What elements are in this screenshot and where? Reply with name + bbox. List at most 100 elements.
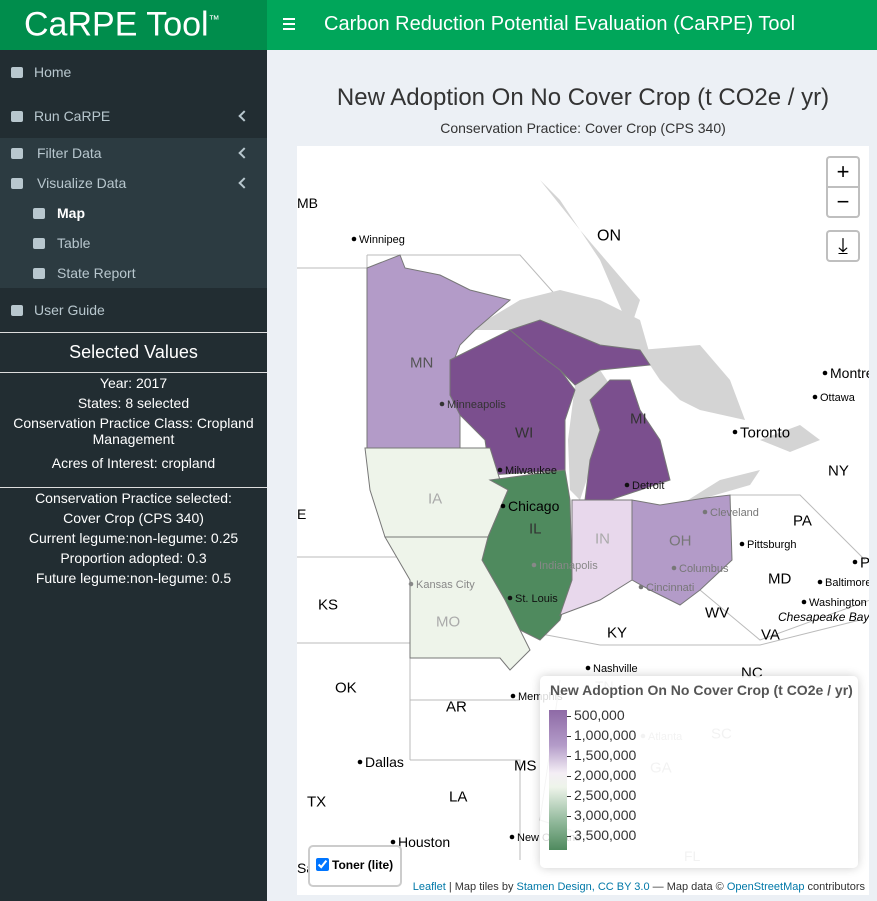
selected-line: Year: 2017 xyxy=(99,375,168,391)
city-dot xyxy=(500,503,506,509)
attribution-link[interactable]: Leaflet xyxy=(412,881,446,893)
layer-control[interactable]: Toner (lite) xyxy=(308,845,402,887)
city-dot xyxy=(638,584,644,590)
city-label: Detroit xyxy=(632,480,664,492)
city-label: Cincinnati xyxy=(646,582,694,594)
city-label: Houston xyxy=(398,834,450,850)
selected-line: Acres of Interest: cropland xyxy=(51,455,216,471)
legend-tick-mark xyxy=(567,716,571,717)
city-dot xyxy=(739,541,745,547)
legend: New Adoption On No Cover Crop (t CO2e / … xyxy=(540,676,858,868)
practice-line: Current legume:non-legume: 0.25 xyxy=(28,530,239,546)
city-label: Baltimore xyxy=(825,577,869,589)
legend-tick-label: 2,000,000 xyxy=(574,767,637,783)
region-label: TX xyxy=(307,793,326,810)
region-label: KY xyxy=(607,624,627,641)
menu-item[interactable]: Home xyxy=(34,64,72,80)
region-label: IN xyxy=(595,530,610,547)
attribution-link[interactable]: Stamen Design, CC BY 3.0 xyxy=(516,881,650,893)
city-dot xyxy=(702,509,708,515)
menu-item[interactable]: State Report xyxy=(57,265,136,281)
app-title: Carbon Reduction Potential Evaluation (C… xyxy=(324,13,796,35)
menu-item[interactable]: Filter Data xyxy=(37,145,102,161)
city-label: Toronto xyxy=(740,424,790,441)
menu-icon xyxy=(11,148,23,159)
practice-line: Future legume:non-legume: 0.5 xyxy=(35,570,232,586)
city-label: Columbus xyxy=(679,563,729,575)
region-label: OH xyxy=(669,532,692,549)
region-label: MD xyxy=(768,570,791,587)
menu-item[interactable]: User Guide xyxy=(34,302,105,318)
city-dot xyxy=(624,482,630,488)
legend-tick-mark xyxy=(567,736,571,737)
states xyxy=(364,254,733,671)
layer-name: Toner (lite) xyxy=(332,858,394,872)
layer-checkbox[interactable] xyxy=(316,858,329,871)
city-label: Ottawa xyxy=(820,392,856,404)
city-label: P xyxy=(860,554,869,571)
city-dot xyxy=(357,759,363,765)
city-dot xyxy=(585,665,591,671)
menu-item[interactable]: Map xyxy=(57,205,85,221)
divider xyxy=(0,332,267,333)
city-label: Montreal xyxy=(830,365,869,381)
menu-icon xyxy=(11,111,23,122)
city-label: Pittsburgh xyxy=(747,539,797,551)
attribution-text: — Map data © xyxy=(649,881,727,893)
state-mi xyxy=(508,319,671,501)
legend-tick-mark xyxy=(567,816,571,817)
legend-tick-mark xyxy=(567,796,571,797)
city-dot xyxy=(509,834,515,840)
city-dot xyxy=(507,595,513,601)
attribution-link[interactable]: OpenStreetMap xyxy=(726,881,805,893)
region-label: OK xyxy=(335,679,357,696)
menu-item[interactable]: Table xyxy=(57,235,91,251)
map-canvas: MB Winnipeg ON MN Minneapolis WI MI Milwaukee De… xyxy=(297,180,869,876)
region-label: E xyxy=(297,506,306,522)
city-label: Washington xyxy=(809,597,867,609)
zoom-out[interactable]: − xyxy=(826,186,860,218)
brand[interactable]: CaRPE Tool™ xyxy=(0,0,267,50)
menu-icon xyxy=(33,208,45,219)
attribution-text: contributors xyxy=(804,881,865,893)
city-dot xyxy=(671,565,677,571)
city-dot xyxy=(351,236,357,242)
download-button[interactable]: ⤓ xyxy=(826,230,860,262)
region-label: WI xyxy=(515,424,533,441)
menu-item[interactable]: Visualize Data xyxy=(37,175,127,191)
menu-icon xyxy=(11,67,23,78)
brand-mark: ™ xyxy=(208,14,220,26)
city-dot xyxy=(390,839,396,845)
legend-tick-label: 3,500,000 xyxy=(574,827,637,843)
selected-heading: Selected Values xyxy=(69,342,198,362)
menu-toggle[interactable] xyxy=(283,18,295,20)
selected-line: States: 8 selected xyxy=(77,395,190,411)
menu-item[interactable]: Run CaRPE xyxy=(34,108,111,124)
city-dot xyxy=(852,559,858,565)
region-label: IA xyxy=(428,490,442,507)
practice-line: Conservation Practice selected: xyxy=(35,490,232,506)
menu-chevron xyxy=(238,110,250,122)
city-dot xyxy=(817,579,823,585)
legend-tick-label: 2,500,000 xyxy=(574,787,637,803)
city-dot xyxy=(408,581,414,587)
attribution: Leaflet | Map tiles by Stamen Design, CC… xyxy=(408,880,869,894)
legend-tick-mark xyxy=(567,836,571,837)
city-label: Chicago xyxy=(508,498,560,514)
sidebar: Home Run CaRPE Filter Data Visualize Data Ma… xyxy=(0,50,267,901)
region-label: WV xyxy=(705,604,729,621)
divider xyxy=(0,372,267,373)
city-dot xyxy=(531,562,537,568)
map-labels: MB Winnipeg ON MN Minneapolis WI MI Milwaukee De… xyxy=(297,195,869,876)
map-subtitle: Conservation Practice: Cover Crop (CPS 3… xyxy=(440,120,726,136)
city-dot xyxy=(439,401,445,407)
legend-tick-label: 1,000,000 xyxy=(574,727,637,743)
zoom-in[interactable]: + xyxy=(826,156,860,188)
city-dot xyxy=(497,467,503,473)
city-dot xyxy=(510,693,516,699)
city-label: St. Louis xyxy=(515,593,558,605)
menu-icon xyxy=(11,178,23,189)
region-label: VA xyxy=(761,626,780,643)
lakes xyxy=(470,180,820,505)
